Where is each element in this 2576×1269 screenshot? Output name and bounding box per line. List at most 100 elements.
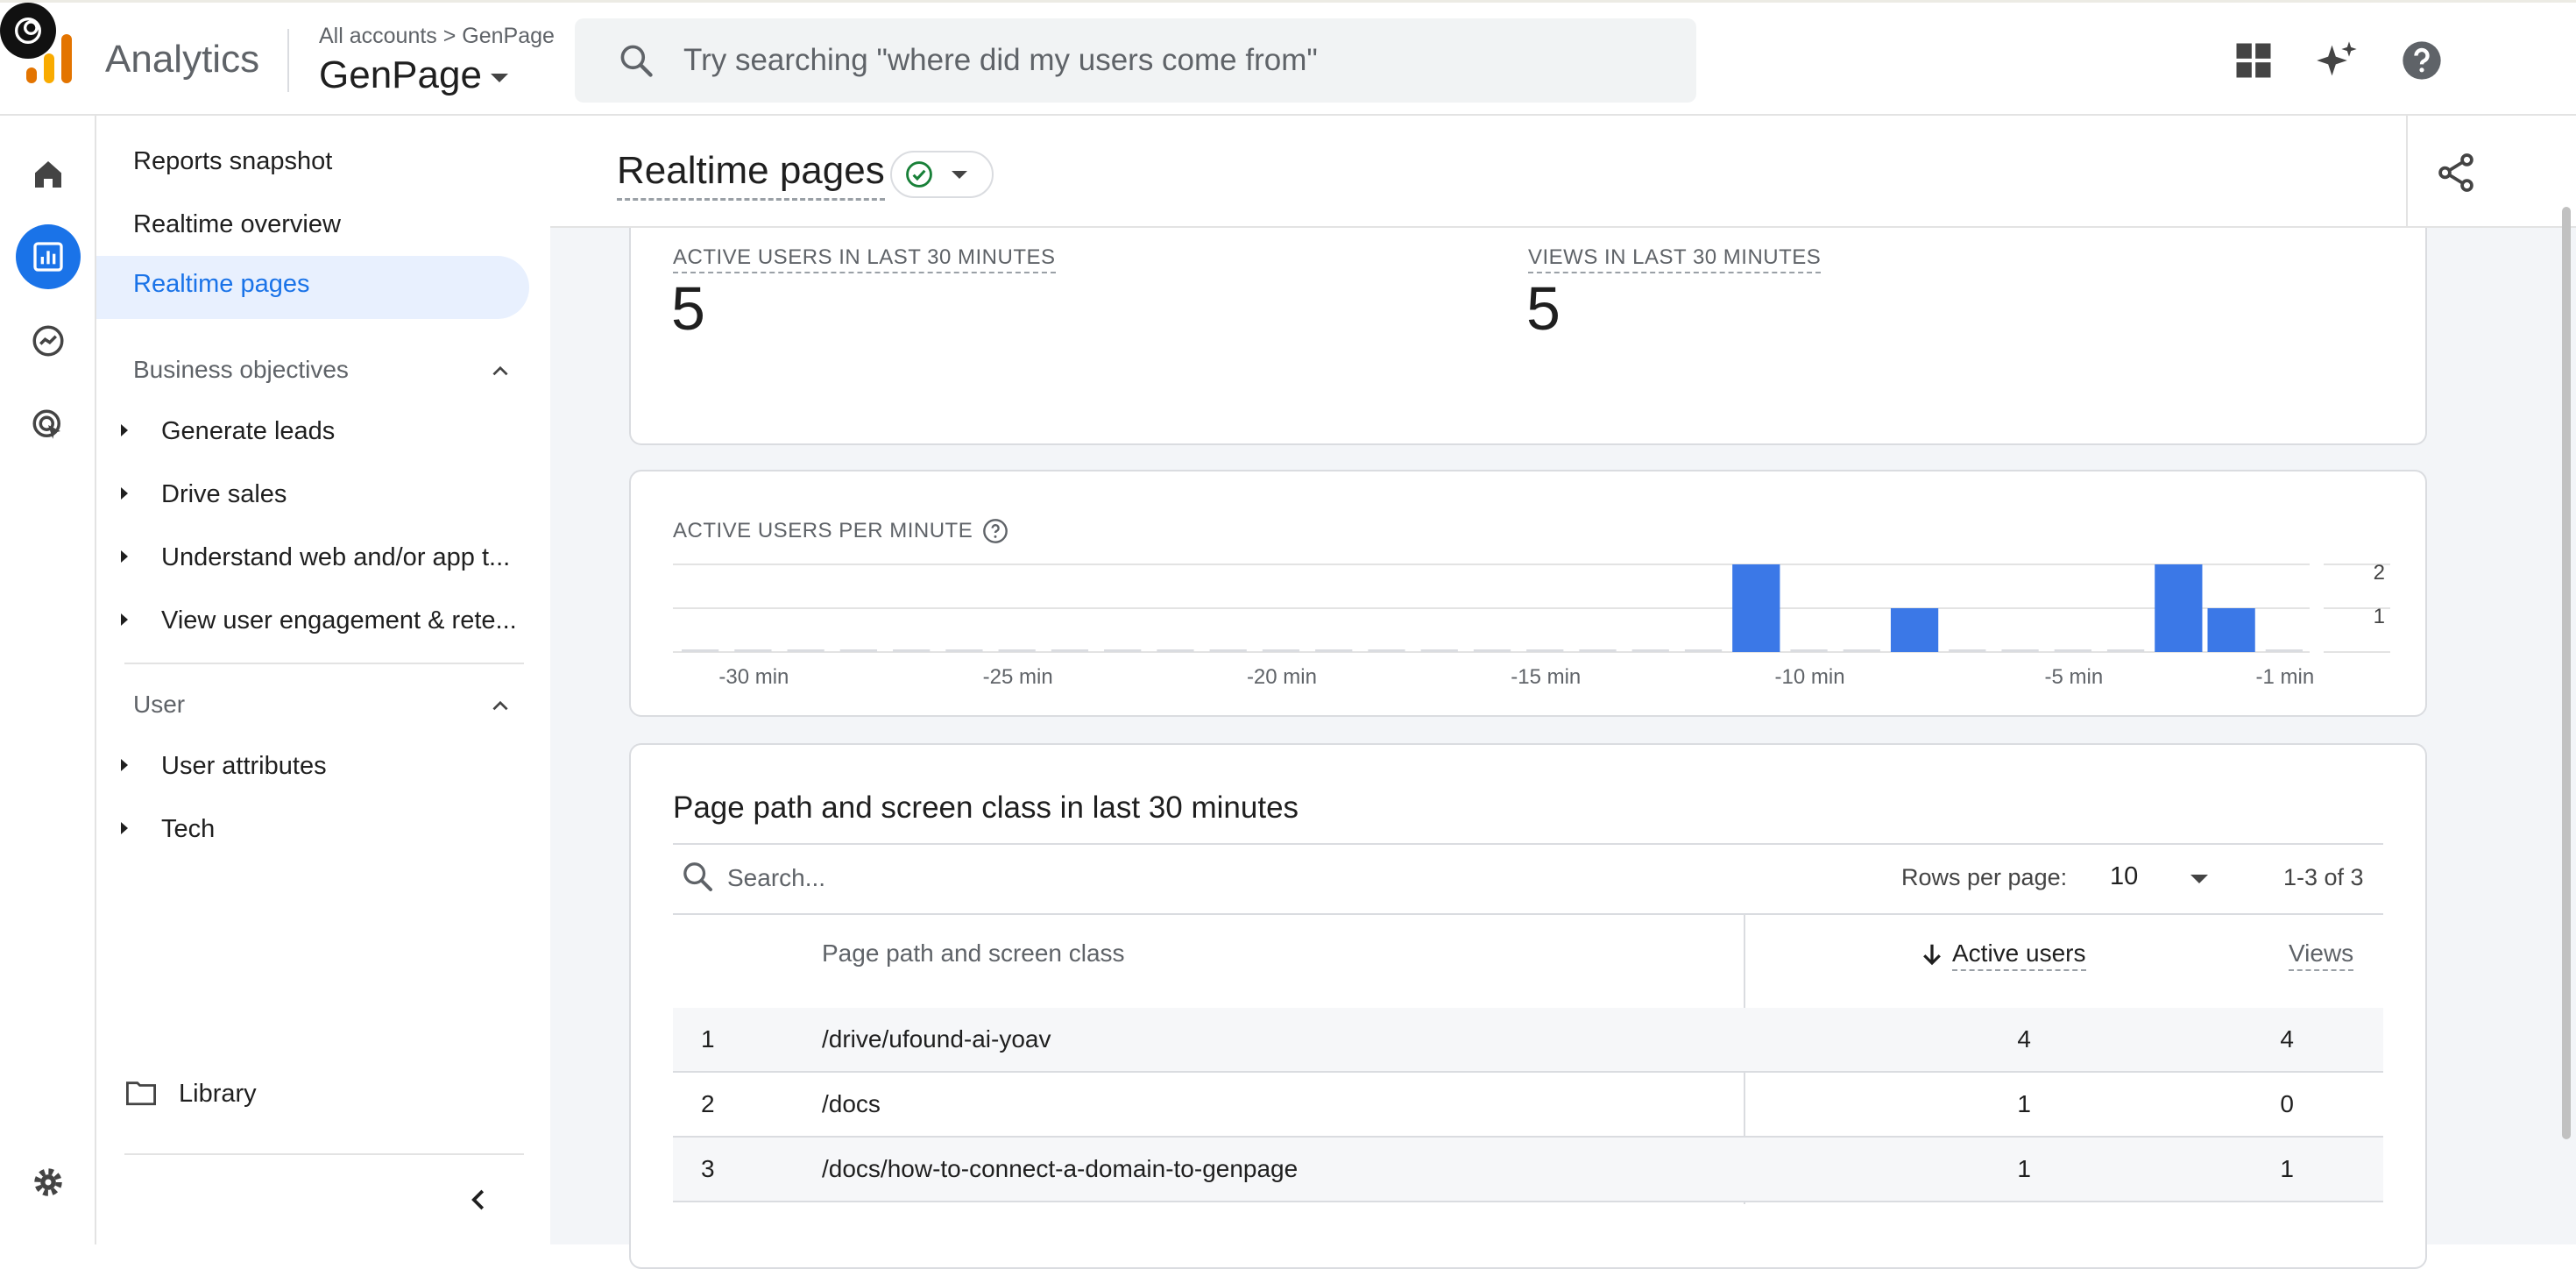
collapse-chevron-icon[interactable] (466, 1187, 492, 1213)
table-row[interactable]: 3 /docs/how-to-connect-a-domain-to-genpa… (673, 1138, 2383, 1202)
rows-per-page-select[interactable]: 10 (2110, 862, 2139, 890)
table-card: Page path and screen class in last 30 mi… (629, 743, 2427, 1269)
chart-bar-empty[interactable] (1579, 649, 1617, 652)
chart-card: ACTIVE USERS PER MINUTE 2 1 -30 min -25 min… (629, 470, 2427, 717)
chevron-up-icon[interactable] (489, 694, 512, 717)
sparkle-icon[interactable] (2315, 38, 2360, 83)
column-header-views[interactable]: Views (2289, 939, 2354, 971)
chart-bar-empty[interactable] (1843, 649, 1880, 652)
admin-settings-button[interactable] (16, 1150, 81, 1215)
sort-arrow-down-icon[interactable] (1919, 941, 1945, 968)
search-input[interactable]: Try searching "where did my users come f… (575, 18, 1696, 103)
chart-bar-empty[interactable] (1104, 649, 1142, 652)
nav-generate-leads[interactable]: Generate leads (161, 417, 336, 445)
chart-bar-empty[interactable] (893, 649, 931, 652)
chart-bar-empty[interactable] (2265, 649, 2303, 652)
explore-button[interactable] (16, 308, 81, 373)
bar-chart-icon (33, 242, 63, 272)
views-label[interactable]: VIEWS IN LAST 30 MINUTES (1528, 245, 1822, 273)
chart-bar-empty[interactable] (1262, 649, 1300, 652)
section-user[interactable]: User (133, 691, 186, 718)
nav-realtime-pages[interactable] (96, 256, 529, 319)
advertising-button[interactable] (16, 393, 81, 457)
caret-down-icon[interactable] (2190, 875, 2208, 883)
caret-down-icon (952, 170, 967, 179)
chart-bar-empty[interactable] (945, 649, 983, 652)
chart-bar-empty[interactable] (1473, 649, 1511, 652)
property-selector[interactable]: GenPage (319, 53, 508, 97)
advertising-icon (32, 409, 60, 439)
breadcrumb[interactable]: All accounts > GenPage (319, 24, 555, 48)
expand-arrow-icon[interactable] (121, 550, 128, 563)
nav-user-attributes[interactable]: User attributes (161, 752, 327, 780)
table-title: Page path and screen class in last 30 mi… (673, 790, 1299, 825)
row-active-users: 1 (2017, 1090, 2031, 1117)
help-outline-icon[interactable] (981, 517, 1009, 545)
chart-bar[interactable] (2207, 608, 2255, 652)
chart-bar-empty[interactable] (839, 649, 878, 652)
chart-bar[interactable] (1890, 608, 1939, 652)
expand-arrow-icon[interactable] (121, 487, 128, 500)
expand-arrow-icon[interactable] (121, 822, 128, 834)
nav-tech[interactable]: Tech (161, 815, 216, 843)
share-icon[interactable] (2434, 151, 2478, 195)
chart-bar-empty[interactable] (2106, 649, 2145, 652)
analytics-logo[interactable] (25, 32, 74, 85)
chart-bar-empty[interactable] (787, 649, 824, 652)
nav-user-engagement[interactable]: View user engagement & rete... (161, 606, 517, 634)
nav-drive-sales[interactable]: Drive sales (161, 480, 287, 508)
status-chip[interactable] (890, 151, 994, 198)
row-page-path[interactable]: /docs (822, 1090, 881, 1117)
nav-reports-snapshot[interactable]: Reports snapshot (133, 147, 333, 175)
x-tick-label: -30 min (718, 665, 789, 689)
x-tick-label: -10 min (1775, 665, 1845, 689)
nav-understand-traffic[interactable]: Understand web and/or app t... (161, 543, 511, 571)
column-header-active-users[interactable]: Active users (1952, 939, 2086, 971)
active-users-label[interactable]: ACTIVE USERS IN LAST 30 MINUTES (673, 245, 1056, 273)
chart-bar-empty[interactable] (682, 649, 719, 652)
account-logo-icon (15, 18, 41, 44)
chart-bar-empty[interactable] (1051, 649, 1089, 652)
scrollbar-thumb[interactable] (2562, 207, 2571, 1139)
chart-bar-empty[interactable] (1684, 649, 1723, 652)
expand-arrow-icon[interactable] (121, 759, 128, 771)
nav-library[interactable]: Library (179, 1080, 257, 1108)
expand-arrow-icon[interactable] (121, 424, 128, 436)
property-name: GenPage (319, 53, 482, 96)
chart-bar-empty[interactable] (1209, 649, 1247, 652)
chevron-up-icon[interactable] (489, 359, 512, 382)
divider (2406, 116, 2408, 228)
chart-bar-empty[interactable] (1315, 649, 1353, 652)
chart-bar-empty[interactable] (1526, 649, 1564, 652)
active-users-chart: 2 1 -30 min -25 min -20 min -15 min -10 min -5 … (673, 561, 2390, 689)
page-title[interactable]: Realtime pages (617, 149, 885, 201)
home-button[interactable] (16, 142, 81, 207)
chart-bar-empty[interactable] (1790, 649, 1828, 652)
table-row[interactable]: 2 /docs 1 0 (673, 1073, 2383, 1138)
chart-bar[interactable] (2155, 564, 2203, 652)
nav-realtime-overview[interactable]: Realtime overview (133, 210, 341, 238)
chart-bar-empty[interactable] (1631, 649, 1669, 652)
help-icon[interactable] (2399, 38, 2445, 83)
avatar[interactable] (0, 3, 56, 59)
column-header-page[interactable]: Page path and screen class (822, 939, 1125, 967)
apps-grid-icon[interactable] (2231, 38, 2276, 83)
chart-bar-empty[interactable] (2054, 649, 2091, 652)
chart-bar-empty[interactable] (1949, 649, 1986, 652)
chart-bar-empty[interactable] (734, 649, 772, 652)
chart-bar[interactable] (1732, 564, 1780, 652)
chart-title: ACTIVE USERS PER MINUTE (673, 517, 1009, 545)
chart-bar-empty[interactable] (2001, 649, 2039, 652)
row-page-path[interactable]: /docs/how-to-connect-a-domain-to-genpage (822, 1155, 1299, 1182)
section-business-objectives[interactable]: Business objectives (133, 356, 349, 383)
row-page-path[interactable]: /drive/ufound-ai-yoav (822, 1025, 1051, 1053)
expand-arrow-icon[interactable] (121, 613, 128, 626)
chart-bar-empty[interactable] (1368, 649, 1405, 652)
reports-button[interactable] (16, 224, 81, 289)
nav-realtime-pages-label: Realtime pages (133, 270, 310, 298)
chart-bar-empty[interactable] (998, 649, 1036, 652)
table-row[interactable]: 1 /drive/ufound-ai-yoav 4 4 (673, 1008, 2383, 1073)
chart-bar-empty[interactable] (1420, 649, 1458, 652)
table-search-input[interactable]: Search... (727, 864, 826, 891)
chart-bar-empty[interactable] (1157, 649, 1194, 652)
